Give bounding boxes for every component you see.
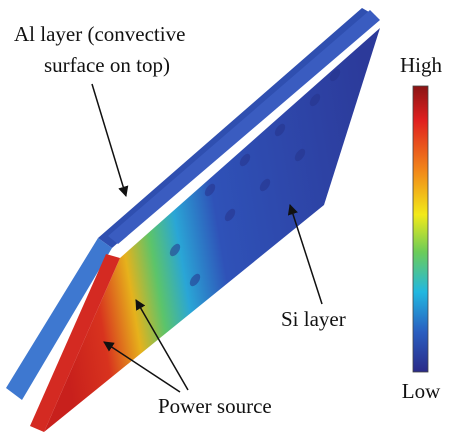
al-label-line1: Al layer (convective bbox=[14, 22, 185, 46]
si-label: Si layer bbox=[281, 307, 346, 331]
al-label-line2: surface on top) bbox=[44, 53, 170, 77]
colorbar bbox=[413, 86, 428, 372]
figure: High Low Al layer (convective surface on… bbox=[0, 0, 452, 437]
si-plate-face bbox=[44, 28, 380, 432]
colorbar-high: High bbox=[400, 53, 443, 77]
colorbar-low: Low bbox=[402, 379, 441, 403]
al-arrow bbox=[92, 84, 126, 196]
si-arrow bbox=[290, 205, 322, 304]
power-label: Power source bbox=[158, 394, 272, 418]
